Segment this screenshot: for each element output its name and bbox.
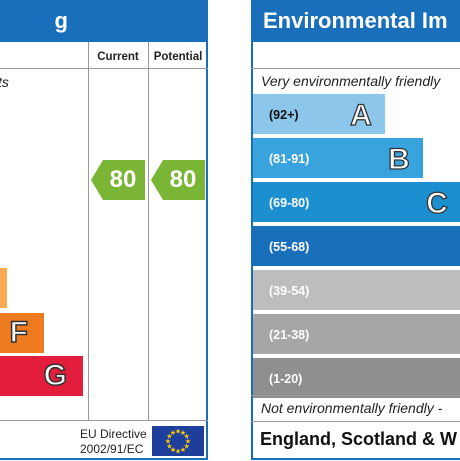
environmental-impact-panel: Environmental Im Very environmentally fr… [251,0,460,460]
env-band-e [253,270,460,310]
energy-efficiency-panel: g Current Potential ts F G 80 80 EU Dire… [0,0,210,460]
eu-directive-text: EU Directive 2002/91/EC [80,427,147,457]
energy-band-e [0,268,7,308]
eu-star: ★ [165,438,171,446]
eu-star: ★ [184,433,190,441]
energy-panel-title: g [54,8,68,33]
env-band-letter: B [388,143,410,176]
eu-star: ★ [185,438,191,446]
potential-rating-shape [151,160,205,200]
env-band-range: (21-38) [269,328,309,342]
env-bottom-note: Not environmentally friendly - [261,400,443,416]
env-panel-title: Environmental Im [263,8,448,33]
region-label: England, Scotland & W [260,429,457,449]
env-band-c [253,182,460,222]
energy-panel-frame [0,42,208,460]
env-band-f [253,314,460,354]
env-bars-chart: (92+)A(81-91)B(69-80)C(55-68)D(39-54)(21… [253,94,460,398]
eu-star: ★ [180,429,186,437]
eu-star: ★ [184,443,190,451]
env-band-b [253,138,423,178]
env-bottom-divider [251,395,460,396]
current-column-header: Current [97,51,139,63]
env-band-g [253,358,460,398]
energy-top-note: ts [0,74,9,90]
header-row-divider [0,68,208,69]
energy-band-letter: G [43,358,68,393]
potential-column-header: Potential [153,51,203,63]
env-band-letter: C [426,187,448,220]
energy-band-letter: F [9,315,29,350]
eu-star: ★ [166,443,172,451]
env-band-letter: A [350,99,372,132]
env-band-range: (69-80) [269,196,309,210]
eu-directive-line1: EU Directive [80,427,147,441]
eu-star: ★ [166,433,172,441]
eu-stars: ★★★★★★★★★★★★ [165,428,191,456]
energy-band-f: F [0,313,44,353]
env-band-range: (81-91) [269,152,309,166]
env-panel-frame [251,42,460,460]
eu-star: ★ [180,446,186,454]
eu-star: ★ [170,446,176,454]
env-top-divider [251,68,460,69]
column-divider [88,42,89,420]
env-band-d [253,226,460,266]
current-rating-shape [91,160,145,200]
env-top-note: Very environmentally friendly [261,73,441,89]
eu-star: ★ [175,428,181,436]
env-band-range: (55-68) [269,240,309,254]
env-panel-header: Environmental Im [251,0,460,42]
energy-band-g: G [0,356,83,396]
eu-flag-icon: ★ ★ ★ ★ ★ ★ ★ ★ ★ ★ ★ ★ [152,426,204,456]
footer-divider [0,420,208,421]
eu-directive-line2: 2002/91/EC [80,442,144,456]
eu-star: ★ [170,429,176,437]
env-band-range: (92+) [269,108,299,122]
potential-rating-arrow: 80 [151,160,205,200]
env-band-a [253,94,385,134]
potential-rating-value: 80 [169,166,197,193]
energy-panel-header: g [0,0,208,42]
env-footer-divider [251,421,460,422]
current-rating-arrow: 80 [91,160,145,200]
eu-star: ★ [175,448,181,456]
env-band-range: (1-20) [269,372,302,386]
current-rating-value: 80 [109,166,137,193]
env-band-range: (39-54) [269,284,309,298]
column-divider [148,42,149,420]
